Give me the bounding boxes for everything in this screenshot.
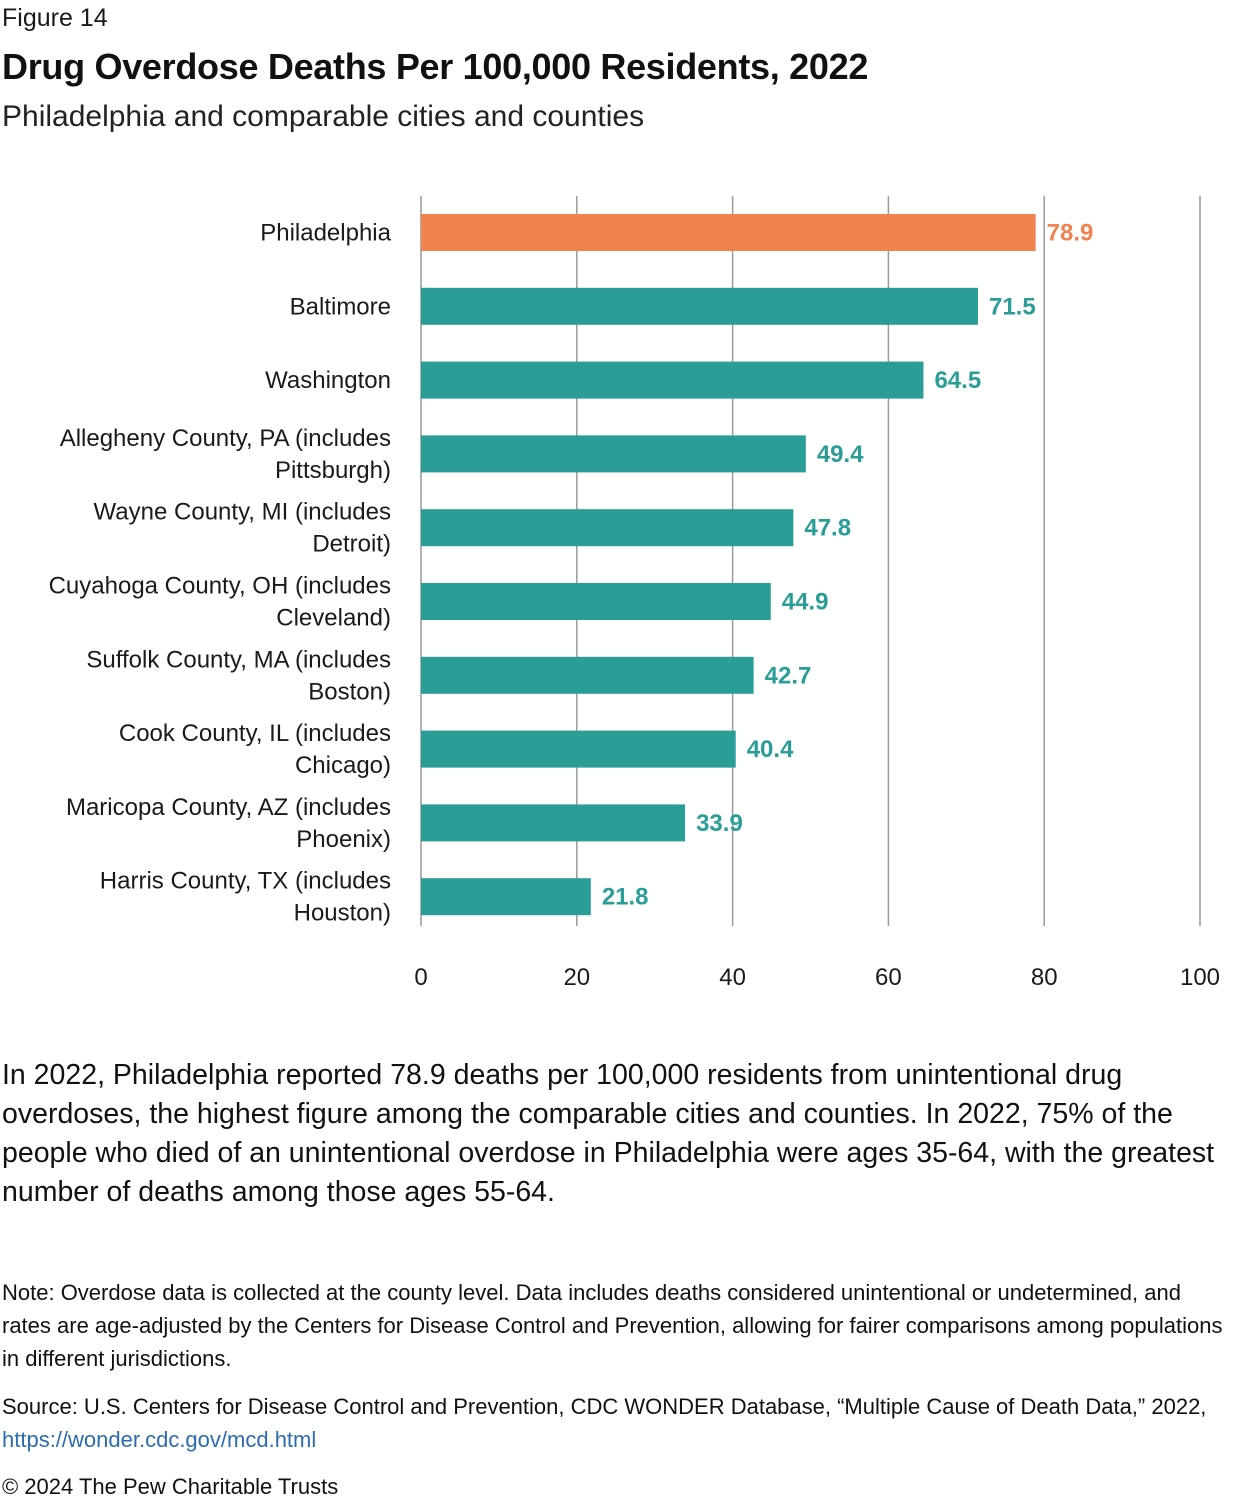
figure-label: Figure 14 bbox=[2, 4, 108, 32]
data-label: 33.9 bbox=[696, 810, 743, 837]
category-label: Detroit) bbox=[312, 531, 391, 558]
description-text: In 2022, Philadelphia reported 78.9 deat… bbox=[2, 1059, 1215, 1208]
source-link[interactable]: https://wonder.cdc.gov/mcd.html bbox=[2, 1427, 317, 1452]
bar bbox=[421, 287, 978, 325]
bar bbox=[421, 878, 591, 916]
bar bbox=[421, 435, 806, 473]
bar bbox=[421, 509, 794, 547]
source-label: Source: U.S. Centers for Disease Control… bbox=[2, 1394, 1207, 1419]
category-label: Pittsburgh) bbox=[275, 457, 391, 484]
data-label: 42.7 bbox=[765, 662, 812, 689]
chart-subtitle: Philadelphia and comparable cities and c… bbox=[2, 100, 645, 133]
bar bbox=[421, 730, 736, 768]
bar bbox=[421, 804, 686, 842]
category-label: Boston) bbox=[308, 678, 391, 705]
category-label: Maricopa County, AZ (includes bbox=[66, 794, 391, 821]
category-label: Baltimore bbox=[290, 293, 391, 320]
category-label: Cuyahoga County, OH (includes bbox=[49, 573, 391, 600]
bar bbox=[421, 656, 754, 694]
category-label: Washington bbox=[265, 367, 391, 394]
bar-chart: 78.9 71.5 64.5 49.4 47.8 44.9 42.7 40.4 33.9 21.8… bbox=[49, 196, 1220, 991]
x-axis-ticks: 0 20 40 60 80 100 bbox=[414, 964, 1220, 991]
x-tick-label: 100 bbox=[1180, 964, 1220, 991]
source-text: Source: U.S. Centers for Disease Control… bbox=[2, 1390, 1237, 1456]
category-label: Allegheny County, PA (includes bbox=[60, 425, 391, 452]
category-labels: Philadelphia Baltimore Washington Allegheny… bbox=[49, 220, 392, 927]
x-tick-label: 40 bbox=[719, 964, 746, 991]
data-label: 47.8 bbox=[804, 515, 851, 542]
data-label: 49.4 bbox=[817, 441, 864, 468]
bars: 78.9 71.5 64.5 49.4 47.8 44.9 42.7 40.4 33.9 21.8 bbox=[421, 214, 1094, 916]
data-label: 78.9 bbox=[1047, 220, 1094, 247]
category-label: Harris County, TX (includes bbox=[100, 868, 391, 895]
category-label: Cleveland) bbox=[276, 605, 391, 632]
category-label: Philadelphia bbox=[260, 220, 391, 247]
copyright: © 2024 The Pew Charitable Trusts bbox=[2, 1474, 339, 1499]
category-label: Cook County, IL (includes bbox=[119, 720, 391, 747]
category-label: Chicago) bbox=[295, 752, 391, 779]
data-label: 21.8 bbox=[602, 884, 649, 911]
x-tick-label: 60 bbox=[875, 964, 902, 991]
x-tick-label: 0 bbox=[414, 964, 427, 991]
category-label: Houston) bbox=[294, 900, 391, 927]
x-tick-label: 20 bbox=[563, 964, 590, 991]
bar bbox=[421, 361, 924, 399]
x-tick-label: 80 bbox=[1031, 964, 1058, 991]
note-text: Note: Overdose data is collected at the … bbox=[2, 1280, 1223, 1371]
chart-title: Drug Overdose Deaths Per 100,000 Residen… bbox=[2, 46, 869, 87]
data-label: 44.9 bbox=[782, 589, 829, 616]
category-label: Suffolk County, MA (includes bbox=[86, 646, 391, 673]
data-label: 64.5 bbox=[934, 367, 981, 394]
category-label: Wayne County, MI (includes bbox=[94, 499, 391, 526]
data-label: 71.5 bbox=[989, 293, 1036, 320]
bar bbox=[421, 214, 1036, 251]
bar bbox=[421, 583, 771, 620]
data-label: 40.4 bbox=[747, 736, 794, 763]
category-label: Phoenix) bbox=[296, 826, 391, 853]
